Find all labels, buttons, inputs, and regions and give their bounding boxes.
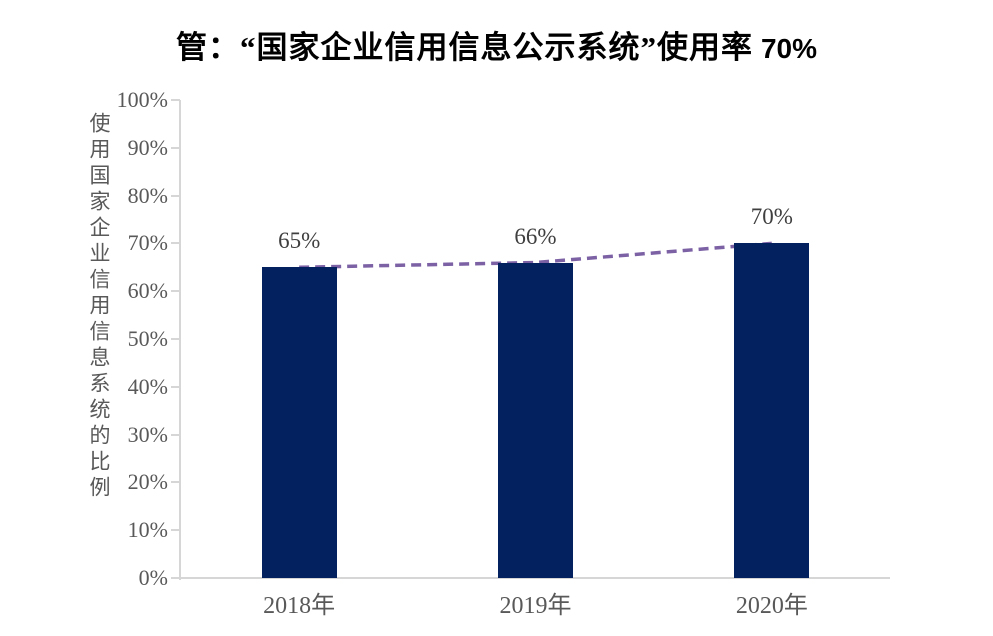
y-tick-mark [171,577,180,579]
y-tick-label: 10% [127,517,168,543]
y-tick-mark [171,481,180,484]
data-label-2018年: 65% [278,228,321,254]
y-tick-label: 0% [138,565,168,590]
y-tick-label: 20% [127,469,168,495]
chart-title-highlight: 70% [760,33,818,64]
y-tick-mark [171,146,180,149]
data-label-2019年: 66% [514,223,557,249]
y-tick-label: 30% [127,421,168,447]
data-label-2020年: 70% [750,204,793,230]
y-axis-line [179,100,181,580]
y-tick-mark [171,433,180,436]
y-tick-mark [171,529,180,532]
y-tick-label: 60% [127,278,168,304]
y-tick-label: 50% [127,326,168,351]
x-axis-line [179,577,890,579]
y-tick-mark [171,290,180,293]
y-tick-label: 70% [127,230,168,256]
y-tick-mark [171,385,180,388]
y-tick-label: 100% [116,87,168,112]
y-tick-mark [171,194,180,197]
y-tick-label: 40% [127,373,168,399]
bar-2020年 [734,243,810,578]
chart-title: 管：“国家企业信用信息公示系统”使用率 70% [0,22,993,67]
y-tick-mark [171,338,180,340]
chart-title-text: 管：“国家企业信用信息公示系统”使用率 [175,30,753,65]
y-tick-label: 80% [127,182,168,208]
y-tick-mark [171,99,180,101]
x-tick-label-2018年: 2018年 [263,593,336,619]
x-tick-label-2019年: 2019年 [499,593,572,619]
x-tick-label-2020年: 2020年 [735,593,808,619]
y-tick-mark [171,242,180,245]
bar-2018年 [261,267,337,578]
y-axis-title: 使用国家企业信用信息系统的比例 [87,112,111,502]
y-tick-label: 90% [127,134,168,160]
bar-2019年 [498,262,573,578]
